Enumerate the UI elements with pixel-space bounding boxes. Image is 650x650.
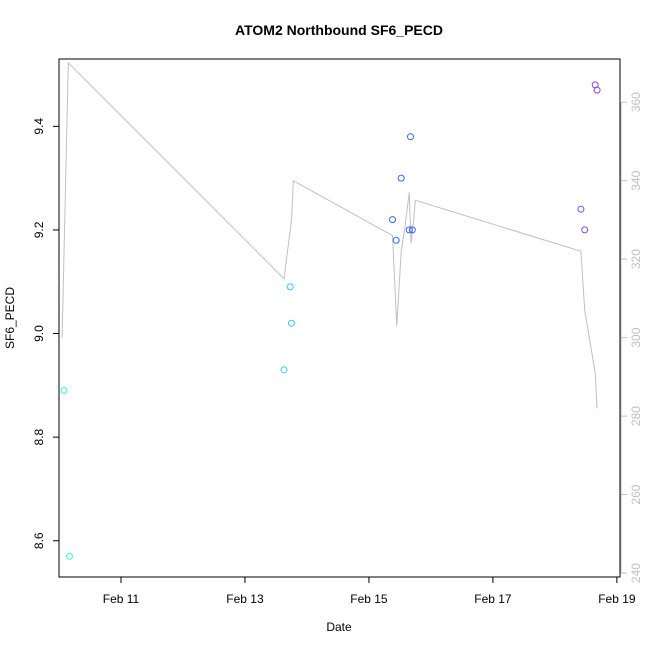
data-point	[288, 319, 295, 327]
data-point	[60, 387, 68, 394]
y-tick-label: 8.6	[32, 532, 46, 549]
data-point	[66, 552, 73, 560]
y-tick-label: 9.0	[32, 325, 46, 342]
y2-tick-label: 360	[629, 92, 643, 112]
data-point	[392, 236, 400, 244]
y-axis-right: 240 260 280 300 320 340 360	[620, 92, 643, 583]
data-point	[286, 283, 294, 291]
y2-tick-label: 340	[629, 170, 643, 190]
line-series	[61, 61, 598, 409]
x-axis: Feb 11 Feb 13 Feb 15 Feb 17 Feb 19	[103, 577, 636, 606]
y-tick-label: 9.4	[32, 118, 46, 135]
data-point	[407, 133, 414, 141]
data-point	[405, 226, 413, 234]
x-tick-label: Feb 11	[103, 592, 140, 606]
x-tick-label: Feb 19	[598, 592, 636, 606]
y-axis-label: SF6_PECD	[3, 287, 17, 349]
series-line	[61, 61, 598, 409]
data-point	[577, 205, 585, 213]
y2-tick-label: 320	[629, 249, 643, 269]
data-point	[397, 174, 405, 182]
y2-tick-label: 260	[629, 484, 643, 504]
data-point	[280, 366, 288, 374]
y2-tick-label: 280	[629, 406, 643, 426]
data-point	[593, 86, 601, 94]
y-tick-label: 9.2	[32, 221, 46, 238]
data-point	[581, 226, 589, 234]
data-point	[389, 216, 396, 224]
x-tick-label: Feb 17	[474, 592, 512, 606]
plot-frame	[58, 58, 621, 578]
y-tick-label: 8.8	[32, 428, 46, 445]
data-point	[408, 226, 416, 234]
scatter-points	[60, 81, 601, 560]
x-tick-label: Feb 15	[350, 592, 388, 606]
chart-title: ATOM2 Northbound SF6_PECD	[235, 22, 443, 38]
y2-tick-label: 240	[629, 563, 643, 583]
x-tick-label: Feb 13	[226, 592, 264, 606]
x-axis-label: Date	[326, 620, 352, 634]
y-axis-left: 8.6 8.8 9.0 9.2 9.4	[32, 118, 59, 549]
y2-tick-label: 300	[629, 327, 643, 347]
